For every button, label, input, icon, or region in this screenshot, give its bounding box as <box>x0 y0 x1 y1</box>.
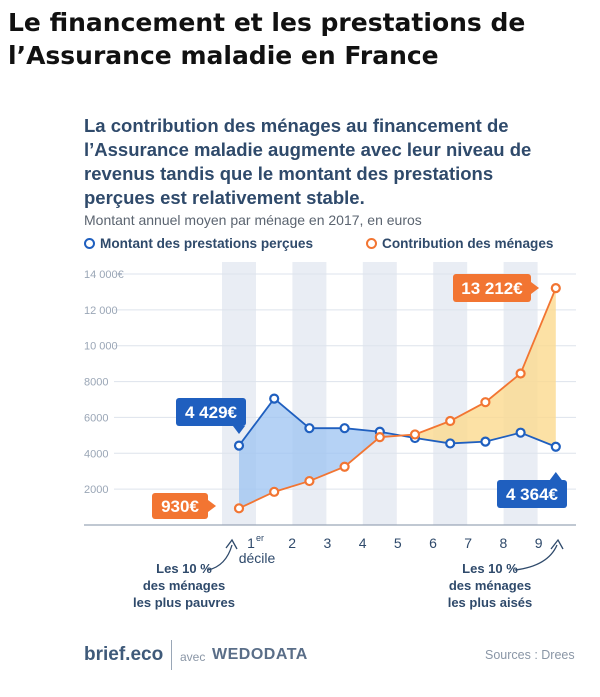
area-contribution-above <box>400 288 556 447</box>
partner-logo: WEDODATA <box>212 646 308 663</box>
point-prestations <box>445 438 456 449</box>
annotation-text: Les 10 % <box>156 561 212 576</box>
legend-marker-contribution <box>366 238 377 249</box>
value-callout-label: 4 429€ <box>185 403 238 422</box>
y-tick-label: 12 000 <box>84 305 118 317</box>
point-prestations <box>233 440 245 451</box>
annotation-arrow-head <box>225 538 238 550</box>
footer-with-label: avec <box>180 650 206 664</box>
point-contribution <box>233 503 245 514</box>
x-tick-label: 4 <box>359 535 367 551</box>
annotation-text: des ménages <box>449 578 531 593</box>
source-note: Sources : Drees <box>485 648 575 662</box>
y-tick-label: 2000 <box>84 484 108 496</box>
area-prestations-above <box>239 398 401 509</box>
annotation-text: les plus pauvres <box>133 595 235 610</box>
value-callout-label: 4 364€ <box>506 485 559 504</box>
point-contribution <box>550 283 561 294</box>
x-tick-label: 7 <box>464 535 472 551</box>
value-callout-pointer <box>531 282 539 294</box>
point-contribution <box>374 432 385 443</box>
point-contribution <box>515 368 526 379</box>
legend-item-contribution: Contribution des ménages <box>366 236 553 251</box>
y-tick-label: 6000 <box>84 412 108 424</box>
decile-band <box>362 262 397 525</box>
point-contribution <box>304 475 315 487</box>
y-tick-label: 8000 <box>84 377 108 389</box>
x-tick-label: 6 <box>429 535 437 551</box>
y-tick-label: 10 000 <box>84 341 118 353</box>
point-prestations <box>480 436 491 447</box>
chart-subtitle: La contribution des ménages au financeme… <box>84 115 532 208</box>
point-contribution <box>339 461 350 472</box>
annotation-text: des ménages <box>143 578 225 593</box>
point-contribution <box>269 486 280 497</box>
line-contribution <box>238 287 557 510</box>
value-callout-pointer <box>549 472 562 480</box>
legend-marker-prestations <box>84 238 95 249</box>
point-prestations <box>515 427 526 438</box>
annotation-text: les plus aisés <box>448 595 533 610</box>
x-tick-label: 1 <box>247 535 255 551</box>
value-callout-box <box>152 493 208 519</box>
page-title: Le financement et les prestations de l’A… <box>8 8 526 70</box>
y-tick-label: 14 000€ <box>84 269 124 281</box>
annotation-arrow <box>207 544 233 571</box>
x-tick-label: 9 <box>535 535 543 551</box>
legend-label-contribution: Contribution des ménages <box>382 236 554 251</box>
legend-item-prestations: Montant des prestations perçues <box>84 236 313 251</box>
brand-logo: brief.eco <box>84 644 164 665</box>
value-callout-box <box>497 480 567 508</box>
y-tick-label: 4000 <box>84 448 108 460</box>
legend-label-prestations: Montant des prestations perçues <box>100 236 314 251</box>
point-prestations <box>269 393 280 404</box>
annotation-text: Les 10 % <box>462 561 518 576</box>
x-tick-label: 2 <box>288 535 296 551</box>
value-callout-box <box>453 274 531 302</box>
value-callout-pointer <box>208 500 216 512</box>
point-contribution <box>480 397 491 408</box>
point-prestations <box>304 423 315 434</box>
x-tick-label: 5 <box>394 535 402 551</box>
point-contribution <box>445 415 456 427</box>
footer-divider <box>171 640 172 670</box>
unit-note: Montant annuel moyen par ménage en 2017,… <box>84 212 422 228</box>
value-callout-label: 13 212€ <box>461 279 523 298</box>
point-prestations <box>550 441 561 452</box>
annotation-arrow <box>514 544 558 571</box>
decile-band <box>433 262 468 525</box>
value-callout-pointer <box>233 426 245 434</box>
x-tick-label: 8 <box>500 535 508 551</box>
value-callout-box <box>176 398 246 426</box>
value-callout-label: 930€ <box>161 497 199 516</box>
x-tick-label-superscript: er <box>256 533 264 543</box>
x-tick-label: 3 <box>324 535 332 551</box>
point-contribution <box>409 429 421 440</box>
point-prestations <box>339 423 350 434</box>
annotation-arrow-head <box>550 538 564 550</box>
x-tick-label-decile: décile <box>239 550 276 566</box>
